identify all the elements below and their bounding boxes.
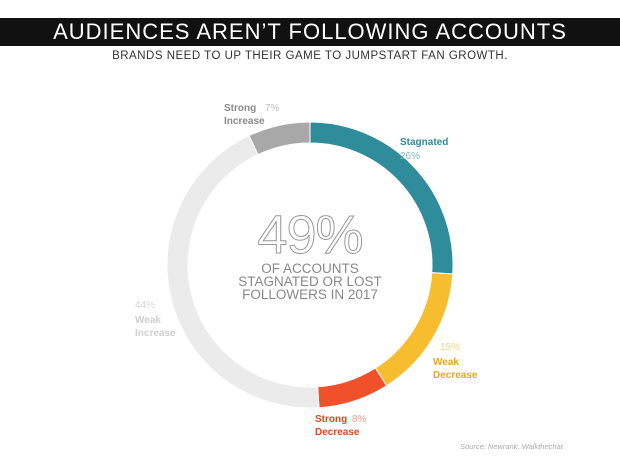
donut-segment: [317, 367, 388, 409]
source-note: Source: Newrank, Walkthechat: [460, 442, 563, 451]
title-bar: [0, 18, 620, 46]
segment-label: Weak Increase: [135, 315, 176, 339]
center-value: 49%: [257, 205, 364, 266]
chart-subtitle: BRANDS NEED TO UP THEIR GAME TO JUMPSTAR…: [112, 50, 508, 62]
segment-label: Strong Decrease: [315, 414, 360, 438]
donut-segment: [248, 121, 311, 156]
value-label: 8%: [352, 414, 367, 425]
value-label: 15%: [440, 342, 461, 353]
segment-label: Stagnated: [400, 137, 449, 148]
segment-label: Weak Decrease: [433, 357, 478, 381]
value-label: 7%: [265, 103, 280, 114]
chart-title: AUDIENCES AREN’T FOLLOWING ACCOUNTS: [53, 19, 567, 44]
center-text: OF ACCOUNTS STAGNATED OR LOST FOLLOWERS …: [238, 261, 382, 302]
value-label: 26%: [400, 151, 421, 162]
segment-label: Strong Increase: [224, 103, 265, 127]
value-label: 44%: [135, 300, 156, 311]
